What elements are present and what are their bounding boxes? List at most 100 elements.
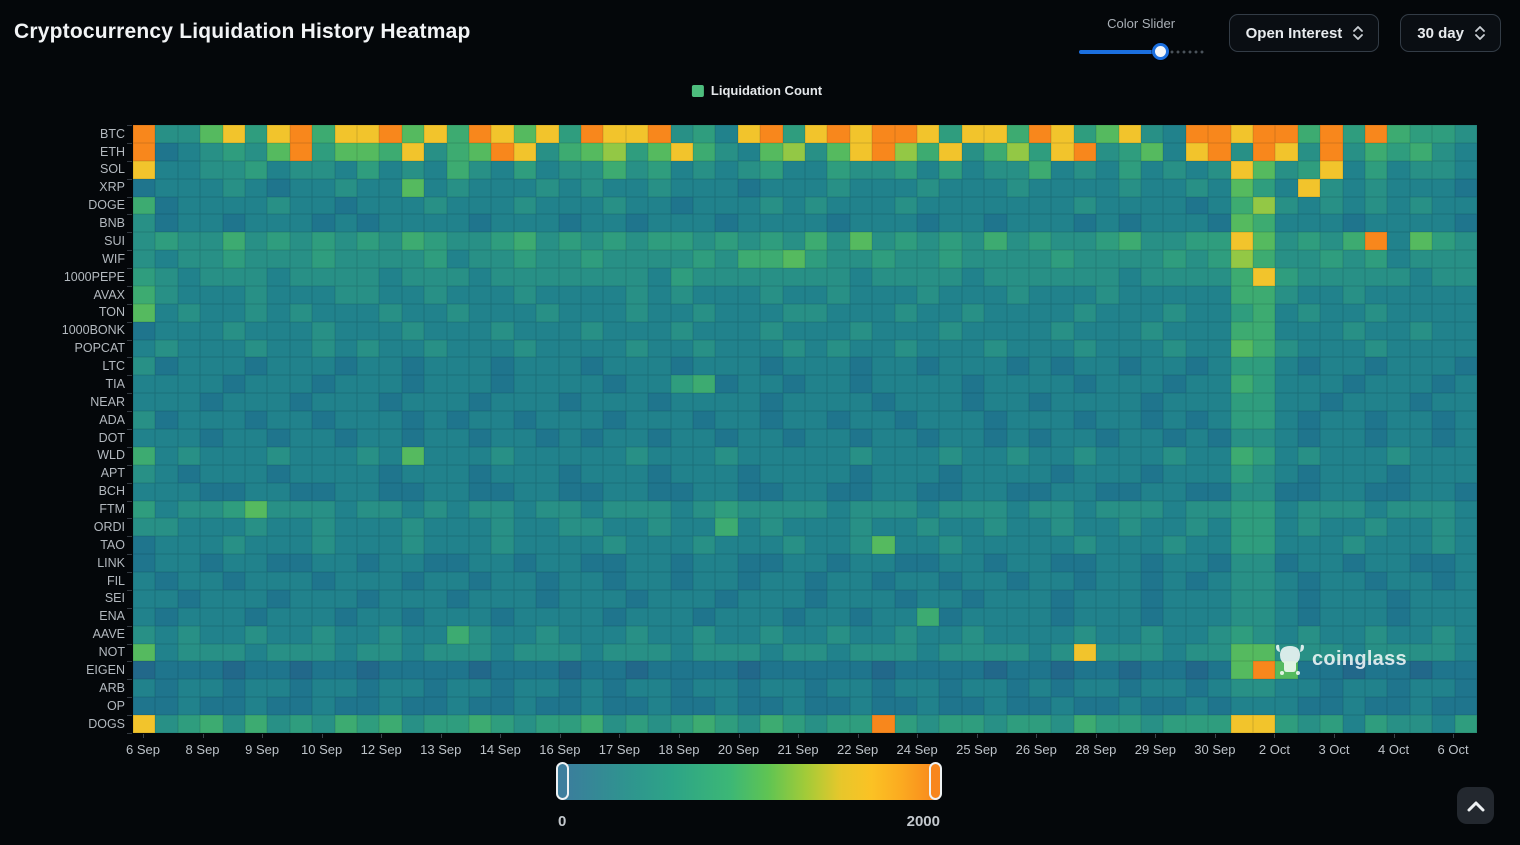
heatmap-cell[interactable] [334, 464, 357, 483]
heatmap-cell[interactable] [468, 500, 492, 519]
heatmap-cell[interactable] [737, 500, 761, 519]
heatmap-cell[interactable] [1252, 554, 1276, 573]
heatmap-cell[interactable] [446, 536, 469, 555]
heatmap-cell[interactable] [1140, 375, 1164, 394]
heatmap-cell[interactable] [670, 142, 693, 161]
heatmap-cell[interactable] [200, 625, 223, 644]
heatmap-cell[interactable] [625, 679, 649, 698]
heatmap-cell[interactable] [1320, 661, 1343, 680]
heatmap-cell[interactable] [513, 500, 537, 519]
heatmap-cell[interactable] [916, 411, 940, 429]
heatmap-cell[interactable] [1320, 339, 1343, 358]
heatmap-cell[interactable] [670, 572, 693, 590]
heatmap-cell[interactable] [312, 303, 335, 322]
heatmap-cell[interactable] [446, 500, 469, 519]
heatmap-cell[interactable] [446, 643, 469, 662]
heatmap-cell[interactable] [1454, 375, 1477, 394]
heatmap-cell[interactable] [1118, 554, 1141, 573]
heatmap-cell[interactable] [1432, 214, 1455, 233]
heatmap-cell[interactable] [491, 303, 514, 322]
heatmap-cell[interactable] [356, 572, 380, 590]
heatmap-cell[interactable] [760, 536, 783, 555]
heatmap-cell[interactable] [894, 589, 917, 608]
heatmap-cell[interactable] [200, 554, 223, 573]
heatmap-cell[interactable] [1028, 321, 1052, 340]
heatmap-cell[interactable] [1454, 607, 1477, 626]
heatmap-cell[interactable] [222, 482, 245, 501]
heatmap-cell[interactable] [1364, 268, 1388, 286]
heatmap-cell[interactable] [312, 482, 335, 501]
heatmap-cell[interactable] [804, 536, 828, 555]
heatmap-cell[interactable] [1454, 142, 1477, 161]
heatmap-cell[interactable] [603, 250, 626, 269]
heatmap-cell[interactable] [961, 679, 985, 698]
heatmap-cell[interactable] [1297, 232, 1321, 251]
heatmap-cell[interactable] [1118, 375, 1141, 394]
heatmap-cell[interactable] [1140, 196, 1164, 215]
heatmap-cell[interactable] [424, 411, 447, 429]
heatmap-cell[interactable] [1342, 464, 1365, 483]
heatmap-cell[interactable] [1208, 250, 1231, 269]
heatmap-cell[interactable] [1163, 464, 1186, 483]
color-slider[interactable] [1078, 43, 1204, 60]
heatmap-cell[interactable] [1073, 268, 1097, 286]
heatmap-cell[interactable] [894, 661, 917, 680]
heatmap-cell[interactable] [961, 393, 985, 412]
heatmap-cell[interactable] [603, 268, 626, 286]
heatmap-cell[interactable] [1275, 625, 1298, 644]
heatmap-cell[interactable] [625, 196, 649, 215]
heatmap-cell[interactable] [1275, 393, 1298, 412]
heatmap-cell[interactable] [737, 357, 761, 376]
heatmap-cell[interactable] [334, 589, 357, 608]
heatmap-cell[interactable] [356, 518, 380, 537]
heatmap-cell[interactable] [1252, 482, 1276, 501]
heatmap-cell[interactable] [894, 303, 917, 322]
heatmap-cell[interactable] [760, 554, 783, 573]
heatmap-cell[interactable] [872, 607, 895, 626]
heatmap-cell[interactable] [1409, 661, 1433, 680]
heatmap-cell[interactable] [1252, 697, 1276, 716]
heatmap-cell[interactable] [289, 554, 313, 573]
heatmap-cell[interactable] [133, 661, 156, 680]
heatmap-cell[interactable] [1320, 375, 1343, 394]
heatmap-cell[interactable] [1342, 518, 1365, 537]
heatmap-cell[interactable] [1454, 482, 1477, 501]
heatmap-cell[interactable] [468, 536, 492, 555]
heatmap-cell[interactable] [446, 625, 469, 644]
heatmap-cell[interactable] [424, 357, 447, 376]
heatmap-cell[interactable] [1297, 268, 1321, 286]
heatmap-cell[interactable] [827, 625, 850, 644]
heatmap-cell[interactable] [916, 250, 940, 269]
heatmap-cell[interactable] [1297, 411, 1321, 429]
heatmap-cell[interactable] [1096, 446, 1119, 465]
heatmap-cell[interactable] [536, 428, 559, 447]
heatmap-cell[interactable] [334, 536, 357, 555]
heatmap-cell[interactable] [1342, 446, 1365, 465]
heatmap-cell[interactable] [1118, 715, 1141, 733]
heatmap-cell[interactable] [334, 250, 357, 269]
heatmap-cell[interactable] [1006, 303, 1029, 322]
heatmap-cell[interactable] [468, 554, 492, 573]
heatmap-cell[interactable] [1342, 268, 1365, 286]
heatmap-cell[interactable] [513, 572, 537, 590]
heatmap-cell[interactable] [401, 482, 425, 501]
heatmap-cell[interactable] [424, 268, 447, 286]
heatmap-cell[interactable] [401, 268, 425, 286]
heatmap-cell[interactable] [1006, 715, 1029, 733]
heatmap-cell[interactable] [1409, 607, 1433, 626]
heatmap-cell[interactable] [1163, 125, 1186, 143]
heatmap-cell[interactable] [1051, 482, 1074, 501]
heatmap-cell[interactable] [916, 536, 940, 555]
heatmap-cell[interactable] [155, 178, 178, 197]
heatmap-cell[interactable] [379, 196, 402, 215]
heatmap-cell[interactable] [1051, 625, 1074, 644]
heatmap-cell[interactable] [715, 160, 738, 179]
heatmap-cell[interactable] [424, 160, 447, 179]
heatmap-cell[interactable] [1432, 482, 1455, 501]
heatmap-cell[interactable] [133, 464, 156, 483]
heatmap-cell[interactable] [737, 411, 761, 429]
heatmap-cell[interactable] [1364, 446, 1388, 465]
heatmap-cell[interactable] [222, 572, 245, 590]
heatmap-cell[interactable] [737, 125, 761, 143]
heatmap-cell[interactable] [491, 125, 514, 143]
